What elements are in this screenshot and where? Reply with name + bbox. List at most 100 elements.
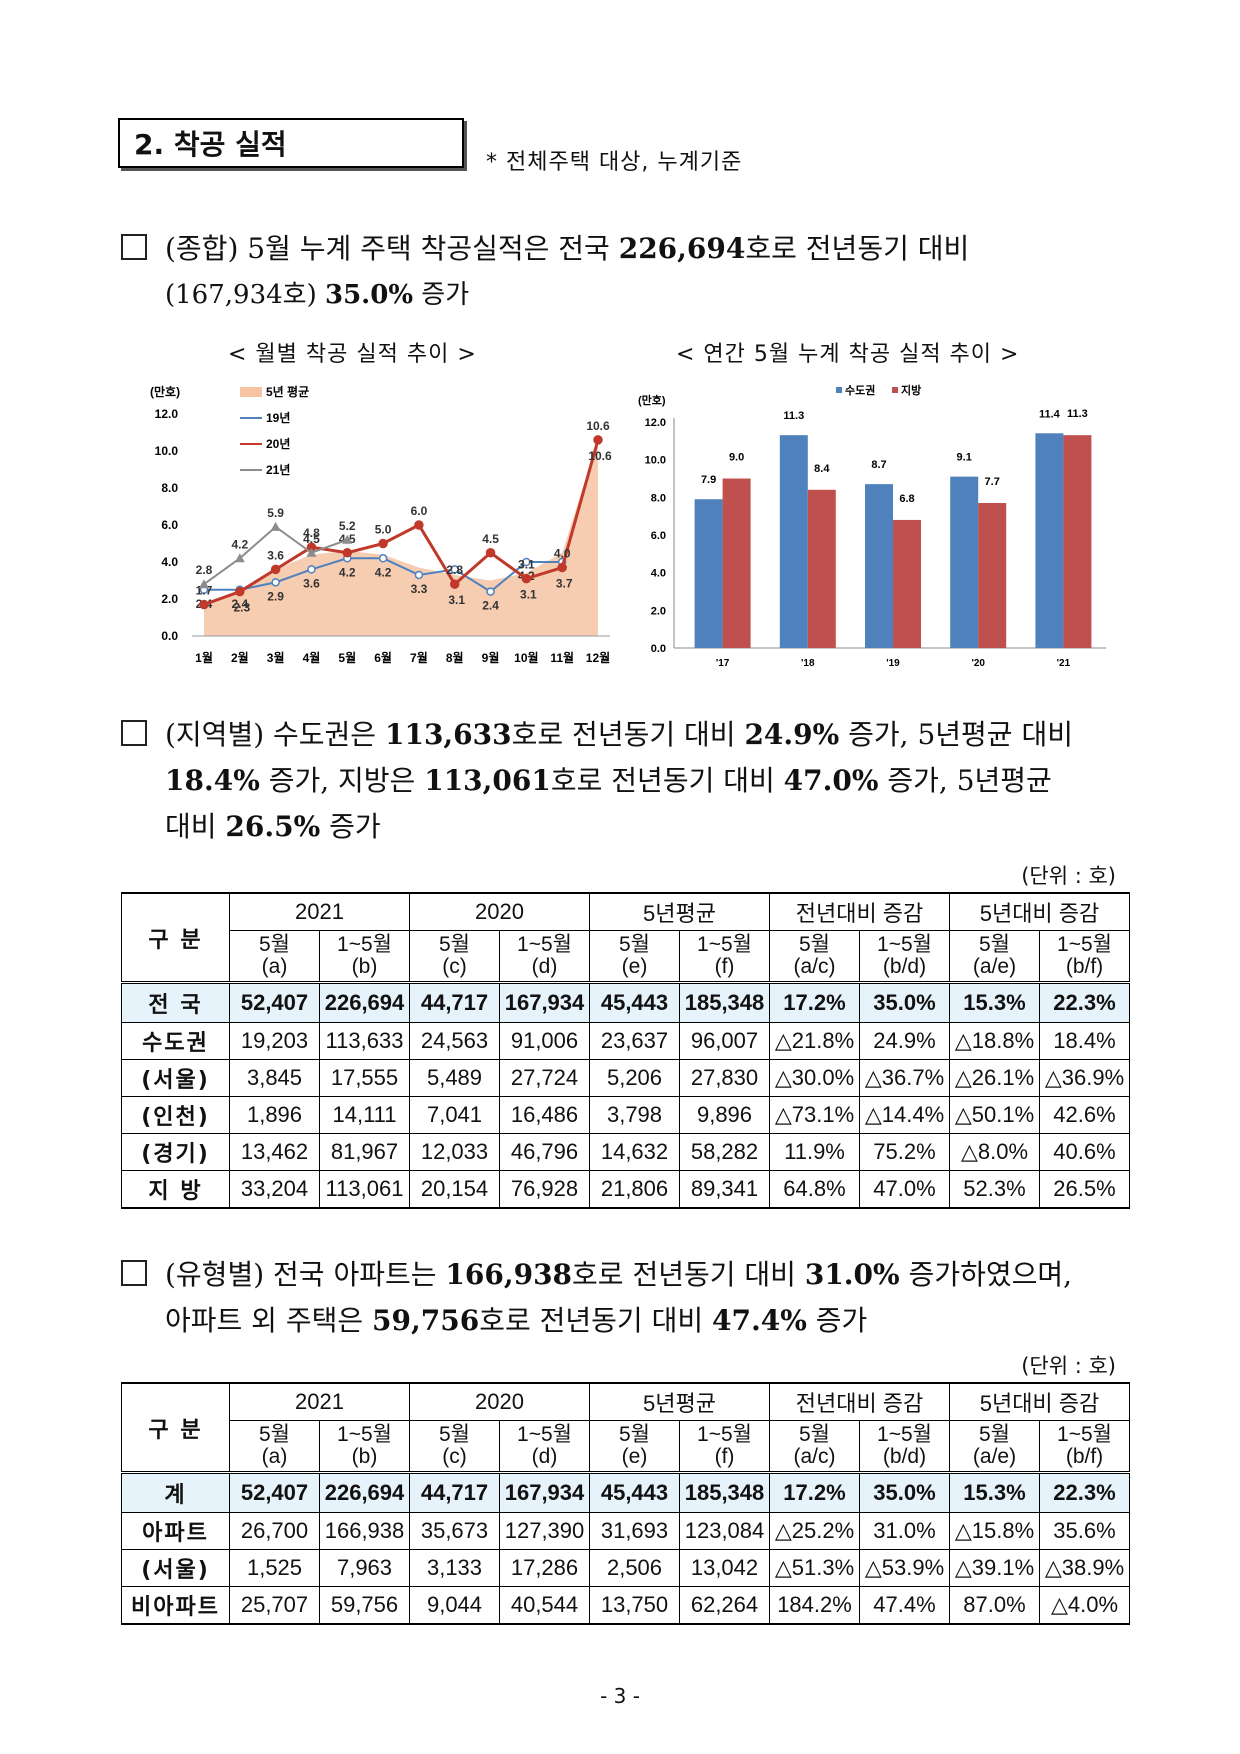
table-cell: 89,341 [679,1170,770,1209]
region-table: 구 분 2021 2020 5년평균 전년대비 증감 5년대비 증감 5월 (a) 1~5월 (b… [121,892,1130,1209]
table-cell: 47.4% [859,1586,950,1625]
table-cell: 45,443 [589,1471,680,1513]
table-cell: 20,154 [409,1170,500,1209]
y-tick-label: 0.0 [651,643,666,655]
table-cell: 1,525 [229,1549,320,1587]
table-cell: 35.6% [1039,1512,1130,1550]
bar [978,502,1007,648]
annual-bar-chart: (만호) 0.0 2.0 4.0 6.0 8.0 10.0 12.0 7.9 9.0 '17 11.3… [638,383,1106,669]
section-note: * 전체주택 대상, 누계기준 [486,150,743,175]
data-label: 9.0 [729,452,744,464]
bar [893,519,921,648]
series-point [485,548,496,558]
table-cell: 3,798 [589,1096,680,1134]
data-label: 11.3 [1067,408,1088,420]
table-cell: 15.3% [949,1471,1040,1513]
table-row: 전 국 52,407 226,694 44,717 167,934 45,443 185,3… [121,981,1130,1023]
para-text: (지역별) 수도권은 [165,718,385,751]
y-tick-label: 8.0 [651,492,666,504]
table-cell: 167,934 [499,1471,590,1513]
header-sub: 1~5월 (b/f) [1039,930,1130,983]
table-cell: 19,203 [229,1022,320,1060]
header-group: 2021 [229,892,410,931]
header-sub: 5월 (a/e) [949,1420,1040,1473]
table-row: 지 방 33,204 113,061 20,154 76,928 21,806 89,341… [121,1170,1130,1209]
x-tick-label: 11월 [550,650,574,665]
checkbox-icon [121,720,147,746]
header-sub: 1~5월 (b/d) [859,930,950,983]
para-bold: 166,938 [445,1258,573,1291]
data-label: 7.7 [985,476,1000,488]
data-label: 6.0 [411,504,428,518]
header-group: 5년대비 증감 [949,1382,1130,1421]
table-cell: △25.2% [769,1512,860,1550]
row-label: 수도권 [121,1022,230,1060]
table-cell: 22.3% [1039,981,1130,1023]
data-label: 3.6 [303,576,320,590]
table-cell: △73.1% [769,1096,860,1134]
para-text: 호로 전년동기 대비 [572,1258,805,1291]
x-tick-label: 9월 [482,650,500,665]
series-point [306,547,317,557]
para-text: 증가 [413,280,470,310]
table-cell: 96,007 [679,1022,770,1060]
header-sub: 1~5월 (b/d) [859,1420,950,1473]
series-line [203,439,600,606]
row-label: 계 [121,1471,230,1513]
header-sub: 1~5월 (d) [499,1420,590,1473]
table-cell: 14,632 [589,1133,680,1171]
x-tick-label: 5월 [338,650,356,665]
y-tick-label: 12.0 [155,407,179,421]
y-tick-label: 0.0 [161,629,178,643]
row-label: 지 방 [121,1170,230,1209]
series-point [234,553,245,563]
table-cell: 44,717 [409,981,500,1023]
monthly-chart-caption: < 월별 착공 실적 추이 > [228,342,477,367]
table-cell: 7,963 [319,1549,410,1587]
table-cell: 87.0% [949,1586,1040,1625]
row-label: 비아파트 [121,1586,230,1625]
series-point [271,578,280,587]
table-cell: 13,042 [679,1549,770,1587]
bar [807,489,836,648]
table-cell: 52,407 [229,981,320,1023]
table-cell: 52.3% [949,1170,1040,1209]
table-cell: 35.0% [859,981,950,1023]
table-cell: 7,041 [409,1096,500,1134]
x-tick-label: '21 [1057,658,1071,669]
para-text: 증가 [320,810,381,843]
checkbox-icon [121,234,147,260]
table-cell: △15.8% [949,1512,1040,1550]
row-label: (인천) [121,1096,230,1134]
header-gubun: 구 분 [121,1382,230,1473]
table-row: (서울) 3,845 17,555 5,489 27,724 5,206 27,830 △30… [121,1059,1130,1097]
y-tick-label: 8.0 [161,481,178,495]
data-label: 8.4 [814,463,830,475]
row-label: (서울) [121,1059,230,1097]
series-point [378,538,388,549]
para-text: 아파트 외 주택은 [165,1304,373,1337]
table-cell: 17,555 [319,1059,410,1097]
row-label: (경기) [121,1133,230,1171]
legend-label: 20년 [266,437,290,451]
table-cell: 40,544 [499,1586,590,1625]
type-paragraph: (유형별) 전국 아파트는 166,938호로 전년동기 대비 31.0% 증가… [121,1252,1131,1344]
para-text: (167,934호) [165,280,325,310]
para-text: 증가, 5년평균 대비 [839,718,1073,751]
data-label: 4.5 [303,532,320,546]
table-cell: 185,348 [679,981,770,1023]
series-point [450,565,459,574]
legend-label: 수도권 [845,384,875,397]
table-cell: 42.6% [1039,1096,1130,1134]
table-row: (경기) 13,462 81,967 12,033 46,796 14,632 58,282… [121,1133,1130,1171]
header-group: 전년대비 증감 [769,1382,950,1421]
x-tick-label: 12월 [586,650,610,665]
header-sub: 5월 (e) [589,1420,680,1473]
data-label: 4.2 [375,565,392,579]
annual-chart-caption: < 연간 5월 누계 착공 실적 추이 > [676,342,1020,367]
para-text: 증가, 5년평균 [878,764,1052,797]
table-cell: △38.9% [1039,1549,1130,1587]
table-cell: 75.2% [859,1133,950,1171]
data-label: 4.2 [339,565,356,579]
table-cell: 113,633 [319,1022,410,1060]
